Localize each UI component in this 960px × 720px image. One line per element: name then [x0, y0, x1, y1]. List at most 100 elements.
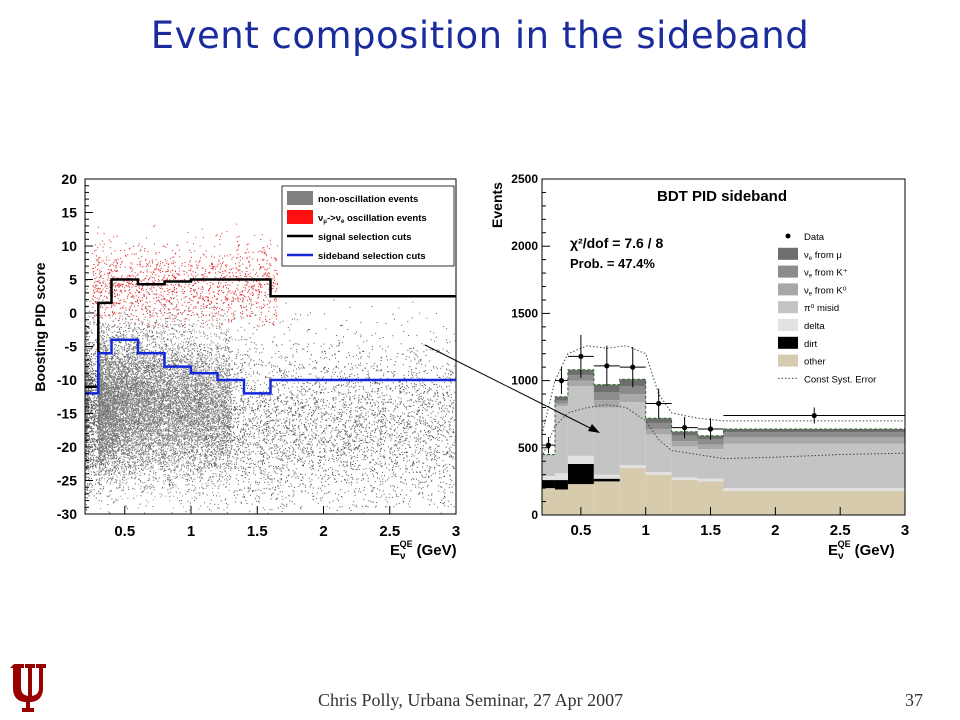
legend-label: Data [804, 232, 825, 243]
stack-bar--e-from-K- [554, 403, 568, 407]
syst-error-lower [542, 404, 905, 460]
legend-swatch [778, 283, 798, 296]
left-x-tick-label: 2.5 [379, 523, 400, 540]
stack-bar----misid [593, 407, 620, 475]
legend-label-sub: e [809, 291, 813, 297]
right-x-tick-label: 0.5 [570, 522, 591, 539]
stack-bar-delta [697, 478, 724, 482]
right-axes: 2500 2000 1500 1000 500 0 0.5 1 1.5 2 2.5 3 [511, 172, 909, 539]
stack-bar--e-from-K- [619, 385, 646, 395]
right-y-tick-label: 2000 [511, 239, 538, 253]
stack-bar----misid [723, 443, 905, 489]
stack-bar-delta [619, 465, 646, 468]
left-y-tick-label: 5 [69, 272, 77, 288]
stack-bar--e-from-K- [593, 400, 620, 408]
stack-bar-other [593, 481, 620, 515]
data-point [707, 426, 714, 432]
syst-error-band [542, 345, 905, 460]
stack-bar--e-from-K- [619, 394, 646, 403]
legend-label-part: from K⁺ [812, 268, 848, 279]
legend-label: νe from K⁺ [804, 268, 848, 280]
right-y-tick-label: 1000 [511, 374, 538, 388]
legend-swatch [778, 247, 798, 260]
left-x-tick-label: 1.5 [247, 523, 268, 540]
stack-bar----misid [645, 434, 672, 472]
histogram-chart: 2500 2000 1500 1000 500 0 0.5 1 1.5 2 2.5 3 Data νe … [489, 172, 909, 562]
legend-label: sideband selection cuts [318, 251, 426, 262]
legend-label: Const Syst. Error [804, 374, 876, 385]
stack-bar--e-from-K- [593, 392, 620, 401]
data-point [811, 412, 817, 419]
stack-bar--e-from-K- [554, 400, 568, 404]
legend-swatch [778, 336, 798, 349]
legend-label: signal selection cuts [318, 232, 411, 243]
stack-bar-dirt [593, 478, 620, 482]
legend-swatch [778, 319, 798, 331]
data-point [604, 363, 610, 369]
stack-bar----misid [697, 449, 724, 479]
left-y-tick-label: -30 [57, 506, 77, 522]
stack-bar-other [671, 480, 698, 515]
right-y-tick-label: 0 [531, 508, 538, 522]
stack-bar--e-from-K- [723, 432, 905, 438]
data-point [578, 353, 584, 360]
data-point [682, 425, 688, 431]
cut-lines [85, 278, 456, 395]
left-y-tick-label: 0 [69, 305, 77, 321]
stack-bar--e-from-K- [645, 428, 672, 435]
stack-bar--e-from-K- [671, 435, 698, 442]
legend-label: dirt [804, 339, 818, 350]
stack-bar--e-from-K- [542, 455, 555, 456]
legend-label-part: ν [804, 250, 809, 261]
legend-label: delta [804, 321, 825, 332]
stack-bar-dirt [554, 480, 568, 490]
stack-bar-delta [567, 455, 594, 464]
legend-swatch [778, 354, 798, 367]
stack-bar--e-from-K- [671, 441, 698, 447]
prob-annotation: Prob. = 47.4% [570, 256, 655, 271]
legend-label-part: from μ [812, 250, 842, 261]
data-point [630, 364, 636, 370]
stack-bar-dirt [567, 463, 594, 485]
legend-label: non-oscillation events [318, 194, 418, 205]
stack-bar-other [554, 489, 568, 515]
legend-swatch [287, 210, 313, 224]
legend-label-part: ->ν [327, 213, 341, 224]
right-y-tick-label: 1500 [511, 306, 538, 320]
right-x-tick-label: 2.5 [830, 522, 851, 539]
left-x-tick-label: 0.5 [114, 523, 135, 540]
legend-label-sub: μ [323, 219, 327, 225]
stack-bar-delta [723, 488, 905, 491]
legend-swatch [778, 301, 798, 314]
footer-text: Chris Polly, Urbana Seminar, 27 Apr 2007 [318, 690, 624, 710]
right-chart-title: BDT PID sideband [657, 188, 787, 205]
data-points [542, 334, 905, 454]
stack-bar-other [542, 488, 555, 515]
left-y-tick-label: -20 [57, 439, 77, 455]
left-y-tick-label: -25 [57, 473, 77, 489]
left-x-tick-label: 2 [319, 523, 327, 540]
legend-label-sub: e [809, 274, 813, 280]
legend-label-part: ν [318, 213, 323, 224]
stack-bar-delta [542, 476, 555, 481]
stack-bar--e-from-- [593, 384, 620, 393]
stack-bar--e-from-K- [697, 444, 724, 450]
scatter-chart: 20 15 10 5 0 -5 -10 -15 -20 -25 -30 0.5 1 1.5 2 2.5 3 no… [32, 171, 460, 562]
legend-label: π⁰ misid [804, 303, 839, 314]
legend-label: other [804, 357, 826, 368]
data-point [558, 378, 565, 384]
right-x-tick-label: 1 [642, 522, 650, 539]
left-y-tick-label: 20 [61, 171, 77, 187]
stack-bar--e-from-- [645, 418, 672, 423]
left-x-tick-label: 3 [452, 523, 460, 540]
stack-bar----misid [567, 385, 594, 456]
legend-label-part: oscillation events [344, 213, 426, 224]
sideband-cut-line [85, 338, 456, 395]
legend-label-sub: e [809, 256, 813, 262]
stack-bar-other [645, 474, 672, 515]
scatter-points [85, 223, 456, 514]
stack-bar-dirt [542, 480, 555, 489]
stack-bar----misid [619, 402, 646, 466]
chi2-annotation: χ²/dof = 7.6 / 8 [570, 235, 663, 251]
